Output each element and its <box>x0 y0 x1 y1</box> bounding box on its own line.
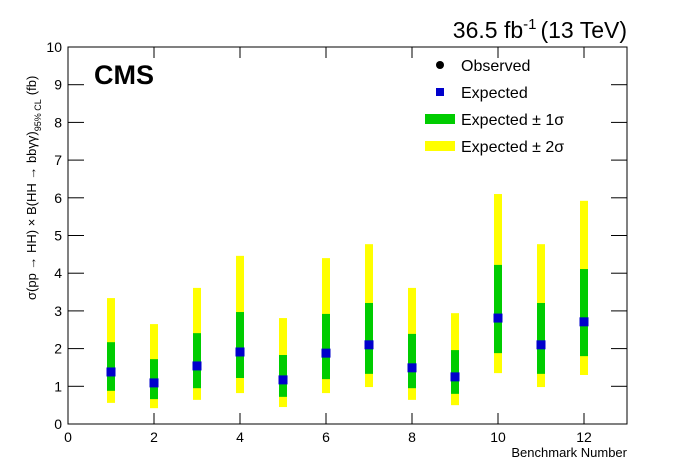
expected-marker <box>536 340 546 350</box>
chart-title: 36.5 fb-1 (13 TeV) <box>453 16 627 43</box>
legend-label: Observed <box>461 58 530 75</box>
x-tick-label: 4 <box>236 429 244 445</box>
x-tick-label: 12 <box>576 429 592 445</box>
y-tick-label: 2 <box>54 341 62 357</box>
band <box>537 302 545 374</box>
band <box>236 312 244 379</box>
y-tick-label: 6 <box>54 190 62 206</box>
legend-label: Expected ± 1σ <box>461 112 564 129</box>
y-tick-label: 7 <box>54 152 62 168</box>
y-tick-label: 8 <box>54 114 62 130</box>
band <box>193 333 201 389</box>
y-tick-label: 10 <box>46 39 62 55</box>
band <box>107 342 115 391</box>
y-tick-label: 5 <box>54 228 62 244</box>
band <box>494 264 502 354</box>
band <box>365 302 373 374</box>
y-tick-label: 0 <box>54 416 62 432</box>
y-tick-label: 4 <box>54 265 62 281</box>
logo: CMS <box>94 60 154 90</box>
band <box>580 269 588 357</box>
x-tick-label: 10 <box>490 429 506 445</box>
expected-marker <box>407 363 417 373</box>
expected-marker <box>364 340 374 350</box>
expected-marker <box>106 367 116 377</box>
x-axis-label: Benchmark Number <box>511 445 627 460</box>
legend-swatch <box>425 141 455 151</box>
band <box>408 333 416 389</box>
y-tick-label: 9 <box>54 77 62 93</box>
x-tick-label: 8 <box>408 429 416 445</box>
band <box>322 313 330 380</box>
expected-marker <box>450 372 460 382</box>
expected-marker <box>192 361 202 371</box>
legend-swatch <box>425 114 455 124</box>
expected-marker <box>149 378 159 388</box>
expected-marker <box>321 348 331 358</box>
legend-marker <box>436 61 444 69</box>
x-tick-label: 0 <box>64 429 72 445</box>
legend-marker <box>436 88 444 96</box>
expected-marker <box>493 313 503 323</box>
expected-marker <box>235 347 245 357</box>
y-axis-label: σ(pp → HH) × B(HH → bbγγ)95% CL(fb) <box>24 76 43 300</box>
y-tick-label: 1 <box>54 378 62 394</box>
expected-marker <box>278 375 288 385</box>
y-tick-label: 3 <box>54 303 62 319</box>
expected-marker <box>579 317 589 327</box>
legend-label: Expected <box>461 85 528 102</box>
x-tick-label: 2 <box>150 429 158 445</box>
legend-label: Expected ± 2σ <box>461 139 564 156</box>
band <box>451 350 459 394</box>
x-tick-label: 6 <box>322 429 330 445</box>
